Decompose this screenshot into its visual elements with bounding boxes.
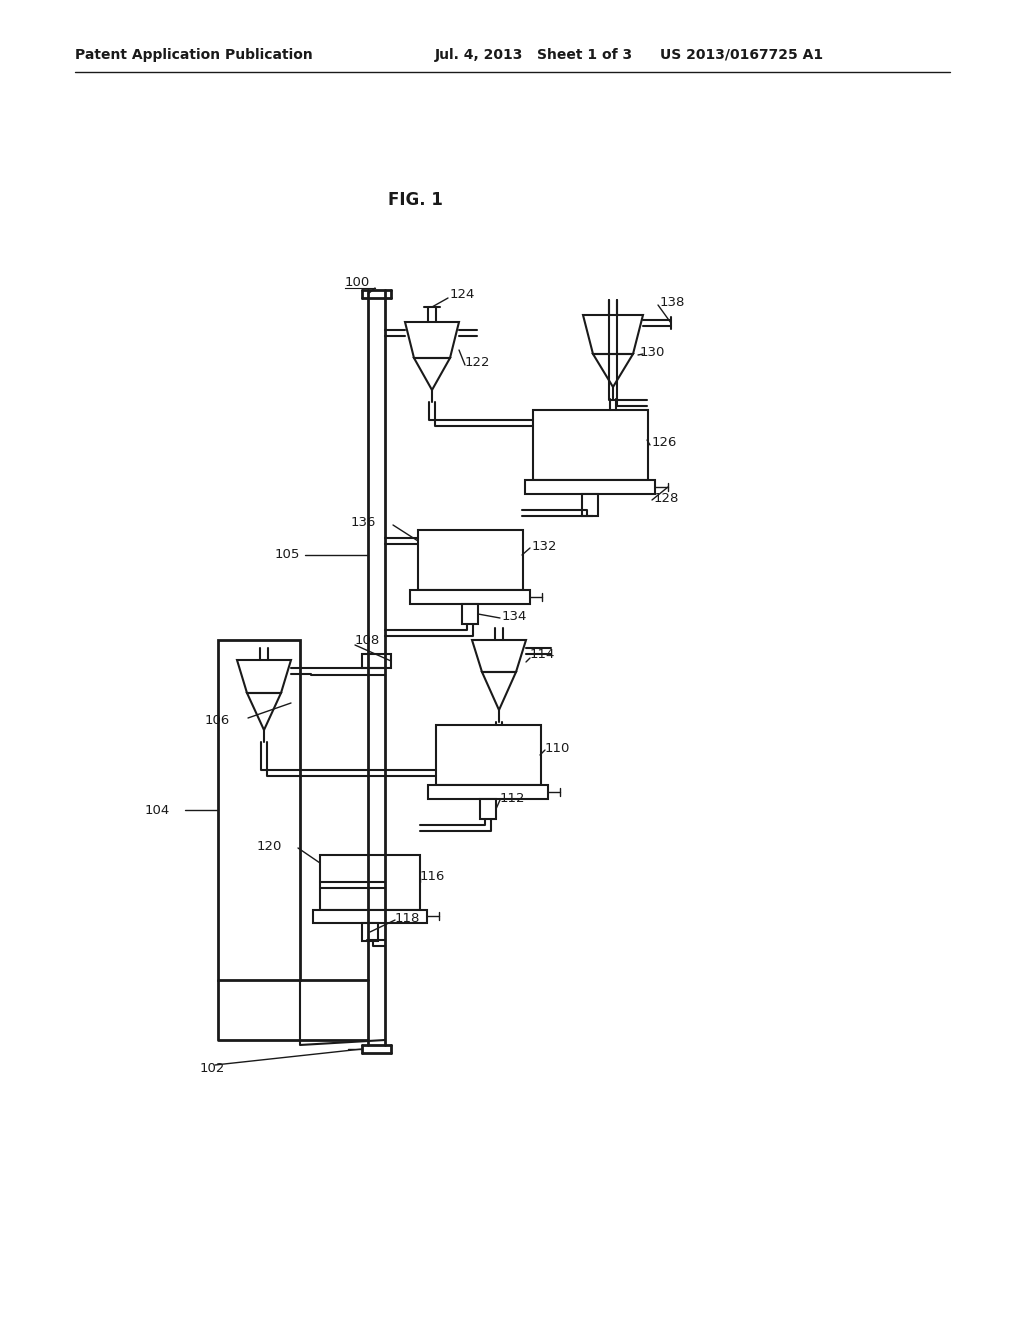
Bar: [319, 855, 420, 909]
Text: FIG. 1: FIG. 1: [387, 191, 442, 209]
Text: 118: 118: [395, 912, 421, 924]
Text: 112: 112: [500, 792, 525, 804]
Bar: [428, 785, 548, 799]
Bar: [436, 725, 541, 785]
Bar: [362, 653, 391, 668]
Text: 108: 108: [355, 634, 380, 647]
Bar: [480, 799, 496, 818]
Bar: [534, 411, 648, 480]
Bar: [525, 480, 655, 494]
Text: 128: 128: [654, 491, 679, 504]
Text: 114: 114: [530, 648, 555, 661]
Text: 105: 105: [274, 549, 300, 561]
Text: 126: 126: [652, 437, 677, 450]
Text: 104: 104: [144, 804, 170, 817]
Text: 100: 100: [345, 276, 371, 289]
Text: US 2013/0167725 A1: US 2013/0167725 A1: [660, 48, 823, 62]
Bar: [418, 531, 523, 590]
Text: 136: 136: [350, 516, 376, 529]
Text: 138: 138: [660, 296, 685, 309]
Text: 110: 110: [545, 742, 570, 755]
Text: 120: 120: [257, 840, 282, 853]
Text: 124: 124: [450, 289, 475, 301]
Text: 134: 134: [502, 610, 527, 623]
Text: Jul. 4, 2013   Sheet 1 of 3: Jul. 4, 2013 Sheet 1 of 3: [435, 48, 633, 62]
Bar: [218, 640, 300, 979]
Text: 132: 132: [532, 540, 557, 553]
Text: 102: 102: [200, 1061, 225, 1074]
Text: 116: 116: [420, 870, 445, 883]
Bar: [582, 494, 598, 516]
Bar: [313, 909, 427, 923]
Text: Patent Application Publication: Patent Application Publication: [75, 48, 312, 62]
Text: 122: 122: [465, 356, 490, 370]
Text: 106: 106: [205, 714, 230, 726]
Text: 130: 130: [640, 346, 666, 359]
Bar: [362, 923, 378, 941]
Bar: [462, 605, 478, 624]
Bar: [410, 590, 530, 605]
